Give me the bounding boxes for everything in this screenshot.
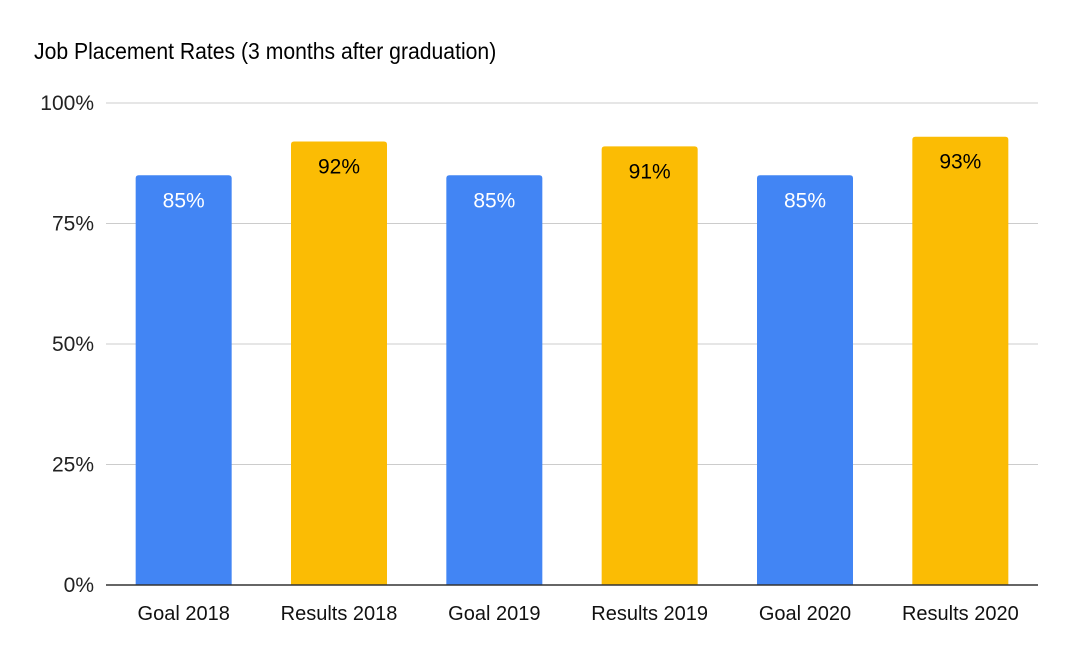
y-tick-label: 75% [52,213,94,236]
data-label: 93% [939,151,981,174]
bar [291,141,387,585]
x-tick-label: Results 2020 [902,603,1019,625]
chart-title: Job Placement Rates (3 months after grad… [34,38,497,64]
y-tick-label: 0% [64,574,94,597]
y-tick-label: 50% [52,333,94,356]
data-label: 91% [629,160,671,183]
bar [912,136,1009,586]
bar [757,175,853,586]
x-tick-label: Goal 2020 [759,603,851,625]
bar [601,146,698,585]
data-label: 92% [318,156,360,179]
x-tick-label: Results 2018 [281,603,398,625]
bar [135,175,232,586]
bar [446,175,543,586]
x-tick-label: Goal 2019 [448,603,540,625]
y-tick-label: 25% [52,454,94,477]
data-label: 85% [473,189,515,212]
y-tick-label: 100% [40,92,94,115]
data-label: 85% [784,189,826,212]
x-tick-label: Results 2019 [591,603,708,625]
data-label: 85% [163,189,205,212]
x-tick-label: Goal 2018 [138,603,230,625]
